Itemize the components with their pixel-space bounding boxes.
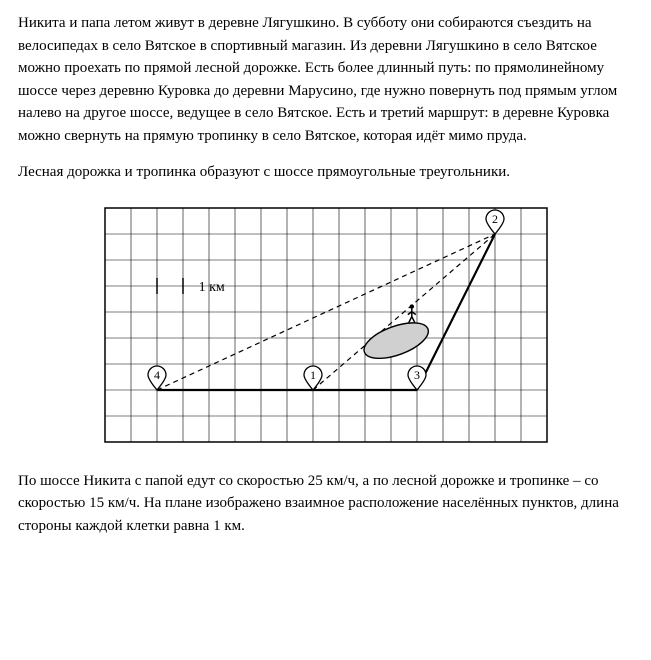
svg-text:1: 1 [310, 368, 316, 382]
svg-text:1 км: 1 км [198, 280, 224, 295]
map-diagram: 1 км 1 2 3 4 [95, 198, 557, 452]
svg-text:4: 4 [154, 368, 160, 382]
diagram-container: 1 км 1 2 3 4 [18, 198, 633, 452]
svg-text:2: 2 [492, 212, 498, 226]
problem-text-1: Никита и папа летом живут в деревне Лягу… [18, 12, 633, 147]
svg-text:3: 3 [414, 368, 420, 382]
problem-text-3: По шоссе Никита с папой едут со скорость… [18, 470, 633, 538]
problem-text-2: Лесная дорожка и тропинка образуют с шос… [18, 161, 633, 184]
